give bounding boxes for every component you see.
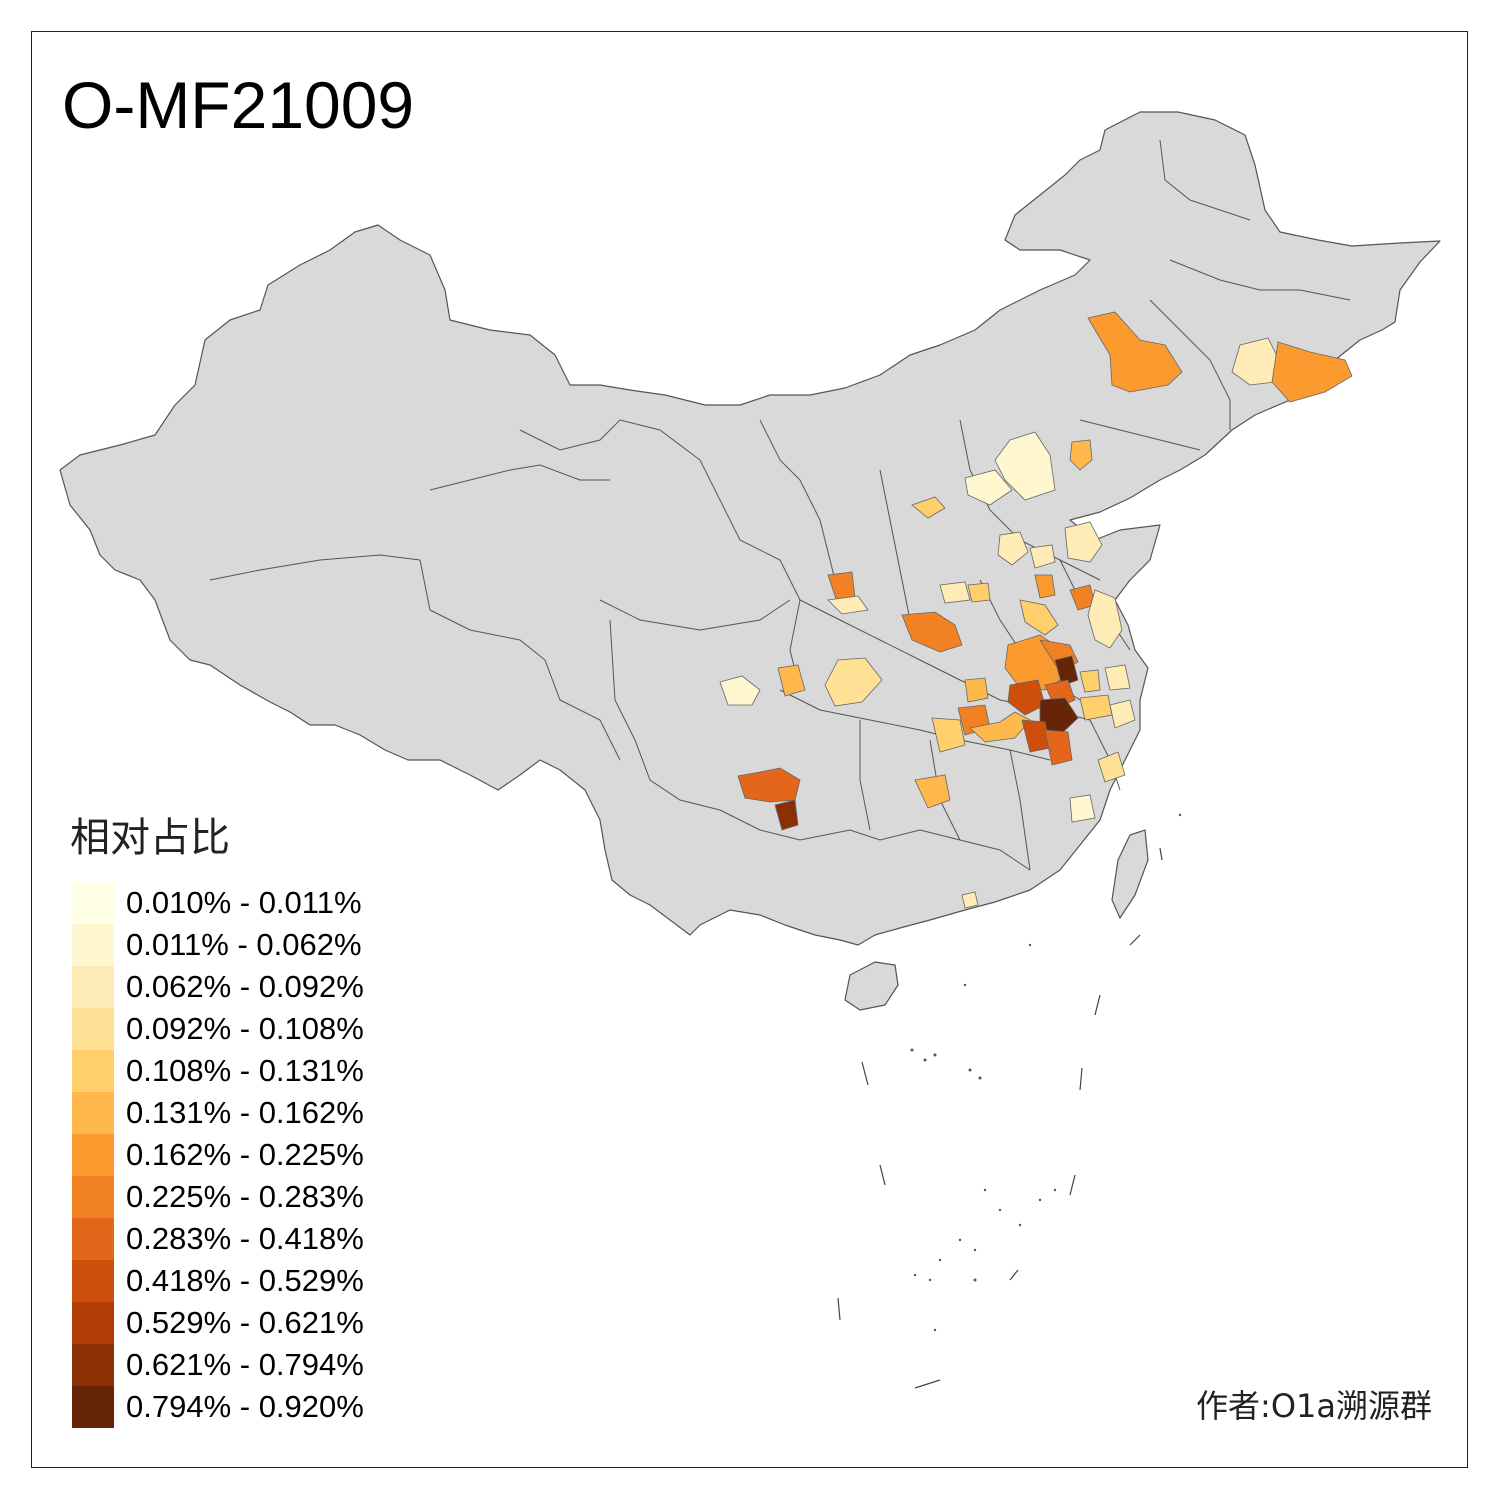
legend-swatch <box>72 1344 114 1386</box>
prefecture <box>1079 669 1101 693</box>
prefecture <box>901 611 963 653</box>
legend-swatch <box>72 1008 114 1050</box>
legend-title: 相对占比 <box>70 815 230 861</box>
legend-swatch <box>72 1092 114 1134</box>
legend-item: 0.011% - 0.062% <box>72 924 412 966</box>
legend-item: 0.162% - 0.225% <box>72 1134 412 1176</box>
prefecture <box>1087 589 1123 649</box>
map-title: O-MF21009 <box>62 68 415 142</box>
prefecture <box>931 717 966 753</box>
hainan-island <box>844 961 899 1011</box>
prefecture <box>1097 751 1126 783</box>
legend-label: 0.283% - 0.418% <box>126 1221 364 1256</box>
prefecture <box>911 496 946 519</box>
country-landmass <box>59 111 1441 1011</box>
prefecture <box>777 664 806 697</box>
author-credit: 作者:O1a溯源群 <box>1196 1387 1432 1425</box>
legend-item: 0.225% - 0.283% <box>72 1176 412 1218</box>
legend-label: 0.108% - 0.131% <box>126 1053 364 1088</box>
prefecture <box>1007 679 1046 716</box>
legend-swatch <box>72 1302 114 1344</box>
prefecture <box>774 799 799 831</box>
legend-item: 0.092% - 0.108% <box>72 1008 412 1050</box>
prefecture <box>997 531 1029 566</box>
prefecture <box>1029 544 1056 569</box>
prefecture <box>961 891 979 909</box>
prefecture <box>1104 664 1131 691</box>
prefecture <box>824 657 883 707</box>
legend-swatch <box>72 1176 114 1218</box>
prefecture <box>1109 699 1136 729</box>
legend-item: 0.794% - 0.920% <box>72 1386 412 1428</box>
legend-label: 0.794% - 0.920% <box>126 1389 364 1424</box>
prefecture <box>1054 655 1079 687</box>
legend-swatch <box>72 1218 114 1260</box>
prefecture <box>969 711 1031 743</box>
legend-label: 0.162% - 0.225% <box>126 1137 364 1172</box>
prefecture <box>1044 729 1073 766</box>
legend-swatch <box>72 1260 114 1302</box>
prefecture <box>1069 794 1096 823</box>
legend-swatch <box>72 924 114 966</box>
mainland-shape <box>59 111 1441 946</box>
legend-label: 0.225% - 0.283% <box>126 1179 364 1214</box>
legend: 0.010% - 0.011% 0.011% - 0.062% 0.062% -… <box>72 882 412 1428</box>
legend-item: 0.062% - 0.092% <box>72 966 412 1008</box>
prefecture <box>1069 439 1093 471</box>
legend-item: 0.010% - 0.011% <box>72 882 412 924</box>
legend-swatch <box>72 882 114 924</box>
prefecture <box>939 581 971 604</box>
south-china-sea-inset <box>837 847 1163 1389</box>
prefecture <box>964 469 1013 506</box>
prefecture <box>827 595 869 615</box>
legend-label: 0.529% - 0.621% <box>126 1305 364 1340</box>
legend-label: 0.092% - 0.108% <box>126 1011 364 1046</box>
prefecture <box>964 677 989 703</box>
legend-swatch <box>72 1050 114 1092</box>
prefecture <box>1271 341 1353 403</box>
small-islands <box>910 813 1182 1332</box>
legend-label: 0.621% - 0.794% <box>126 1347 364 1382</box>
legend-item: 0.529% - 0.621% <box>72 1302 412 1344</box>
prefecture <box>994 431 1056 501</box>
legend-label: 0.418% - 0.529% <box>126 1263 364 1298</box>
legend-label: 0.062% - 0.092% <box>126 969 364 1004</box>
prefecture <box>1034 574 1056 599</box>
legend-swatch <box>72 1386 114 1428</box>
legend-item: 0.283% - 0.418% <box>72 1218 412 1260</box>
legend-label: 0.010% - 0.011% <box>126 885 362 920</box>
legend-item: 0.418% - 0.529% <box>72 1260 412 1302</box>
legend-label: 0.131% - 0.162% <box>126 1095 364 1130</box>
prefecture <box>1019 599 1059 636</box>
prefecture <box>914 774 951 809</box>
legend-item: 0.108% - 0.131% <box>72 1050 412 1092</box>
prefecture <box>719 675 761 706</box>
legend-item: 0.621% - 0.794% <box>72 1344 412 1386</box>
legend-swatch <box>72 1134 114 1176</box>
prefecture <box>737 767 801 803</box>
legend-label: 0.011% - 0.062% <box>126 927 362 962</box>
prefecture <box>967 582 991 603</box>
legend-item: 0.131% - 0.162% <box>72 1092 412 1134</box>
prefecture <box>1087 311 1183 393</box>
prefecture <box>1064 521 1103 563</box>
taiwan-island <box>1111 829 1149 919</box>
prefecture <box>1079 694 1113 721</box>
legend-swatch <box>72 966 114 1008</box>
prefectures <box>719 311 1353 909</box>
